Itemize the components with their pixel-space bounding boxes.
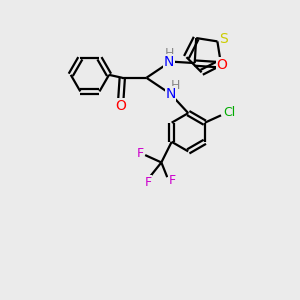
Text: N: N — [165, 87, 176, 101]
Text: F: F — [169, 174, 176, 187]
Text: N: N — [164, 55, 174, 69]
Text: H: H — [170, 79, 180, 92]
Text: S: S — [220, 32, 228, 46]
Text: H: H — [164, 47, 174, 60]
Text: F: F — [145, 176, 152, 189]
Text: O: O — [217, 58, 227, 71]
Text: F: F — [136, 147, 143, 160]
Text: O: O — [116, 99, 126, 113]
Text: Cl: Cl — [223, 106, 236, 119]
